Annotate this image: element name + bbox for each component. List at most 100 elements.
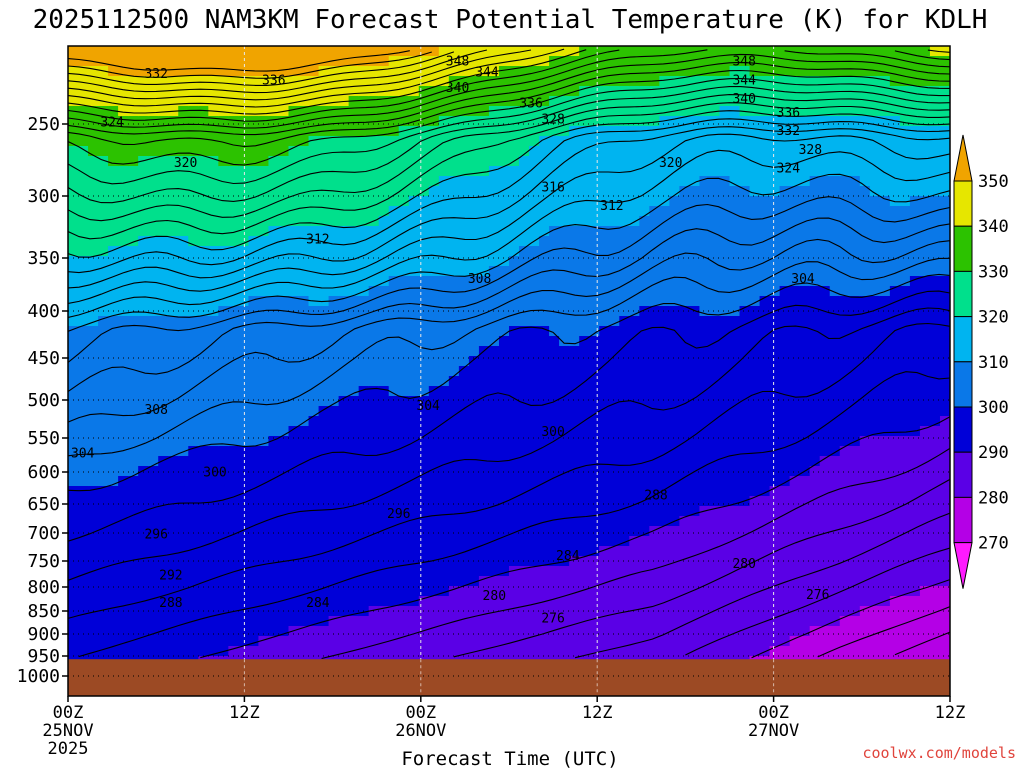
fill-cell	[498, 626, 510, 637]
fill-cell	[188, 626, 199, 637]
fill-cell	[328, 146, 340, 157]
fill-cell	[308, 166, 320, 177]
fill-cell	[819, 196, 831, 207]
fill-cell	[408, 106, 420, 117]
fill-cell	[158, 106, 169, 117]
fill-cell	[428, 456, 440, 467]
fill-cell	[358, 216, 370, 227]
fill-cell	[278, 506, 290, 517]
fill-cell	[669, 536, 680, 547]
fill-cell	[118, 396, 129, 407]
fill-cell	[438, 456, 450, 467]
fill-cell	[589, 306, 600, 317]
fill-cell	[198, 146, 209, 157]
fill-cell	[589, 546, 600, 557]
fill-cell	[498, 556, 510, 567]
fill-cell	[478, 136, 490, 147]
fill-cell	[458, 586, 470, 597]
fill-cell	[659, 336, 670, 347]
fill-cell	[749, 246, 761, 257]
fill-cell	[769, 56, 781, 67]
fill-cell	[639, 586, 650, 597]
fill-cell	[68, 116, 79, 127]
fill-cell	[759, 436, 771, 447]
fill-cell	[288, 96, 300, 107]
fill-cell	[388, 486, 400, 497]
fill-cell	[298, 486, 310, 497]
fill-cell	[388, 606, 400, 617]
fill-cell	[358, 106, 370, 117]
fill-cell	[679, 526, 691, 537]
fill-cell	[148, 466, 159, 477]
fill-cell	[749, 326, 761, 337]
fill-cell	[569, 256, 580, 267]
fill-cell	[128, 206, 139, 217]
fill-cell	[498, 646, 510, 657]
fill-cell	[248, 456, 260, 467]
fill-cell	[118, 216, 129, 227]
fill-cell	[478, 516, 490, 527]
fill-cell	[599, 126, 610, 137]
fill-cell	[629, 116, 640, 127]
fill-cell	[629, 396, 640, 407]
fill-cell	[228, 66, 239, 77]
fill-cell	[689, 286, 701, 297]
fill-cell	[88, 576, 99, 587]
fill-cell	[699, 326, 711, 337]
fill-cell	[198, 496, 209, 507]
fill-cell	[318, 46, 330, 57]
fill-cell	[238, 186, 250, 197]
fill-cell	[539, 306, 550, 317]
fill-cell	[228, 376, 239, 387]
fill-cell	[198, 256, 209, 267]
fill-cell	[298, 376, 310, 387]
fill-cell	[559, 636, 570, 647]
fill-cell	[458, 56, 470, 67]
fill-cell	[809, 466, 821, 477]
fill-cell	[739, 386, 751, 397]
fill-cell	[829, 126, 841, 137]
fill-cell	[569, 356, 580, 367]
fill-cell	[218, 406, 229, 417]
fill-cell	[519, 546, 530, 557]
fill-cell	[689, 416, 701, 427]
fill-cell	[398, 506, 410, 517]
fill-cell	[388, 526, 400, 537]
fill-cell	[158, 586, 169, 597]
fill-cell	[539, 346, 550, 357]
fill-cell	[569, 446, 580, 457]
fill-cell	[228, 96, 239, 107]
fill-cell	[799, 156, 811, 167]
fill-cell	[569, 646, 580, 657]
fill-cell	[448, 106, 460, 117]
fill-cell	[769, 146, 781, 157]
fill-cell	[388, 356, 400, 367]
fill-cell	[338, 126, 350, 137]
fill-cell	[428, 386, 440, 397]
fill-cell	[719, 526, 731, 537]
fill-cell	[649, 106, 660, 117]
fill-cell	[829, 406, 841, 417]
fill-cell	[779, 216, 791, 227]
fill-cell	[208, 56, 219, 67]
fill-cell	[318, 216, 330, 227]
fill-cell	[619, 426, 630, 437]
fill-cell	[148, 336, 159, 347]
fill-cell	[198, 116, 209, 127]
fill-cell	[278, 346, 290, 357]
fill-cell	[318, 406, 330, 417]
fill-cell	[278, 156, 290, 167]
fill-cell	[669, 466, 680, 477]
fill-cell	[529, 386, 540, 397]
fill-cell	[659, 576, 670, 587]
fill-cell	[809, 306, 821, 317]
fill-cell	[559, 326, 570, 337]
fill-cell	[649, 446, 660, 457]
fill-cell	[88, 216, 99, 227]
fill-cell	[599, 186, 610, 197]
fill-cell	[669, 396, 680, 407]
fill-cell	[589, 456, 600, 467]
fill-cell	[699, 166, 711, 177]
fill-cell	[98, 386, 109, 397]
fill-cell	[398, 536, 410, 547]
